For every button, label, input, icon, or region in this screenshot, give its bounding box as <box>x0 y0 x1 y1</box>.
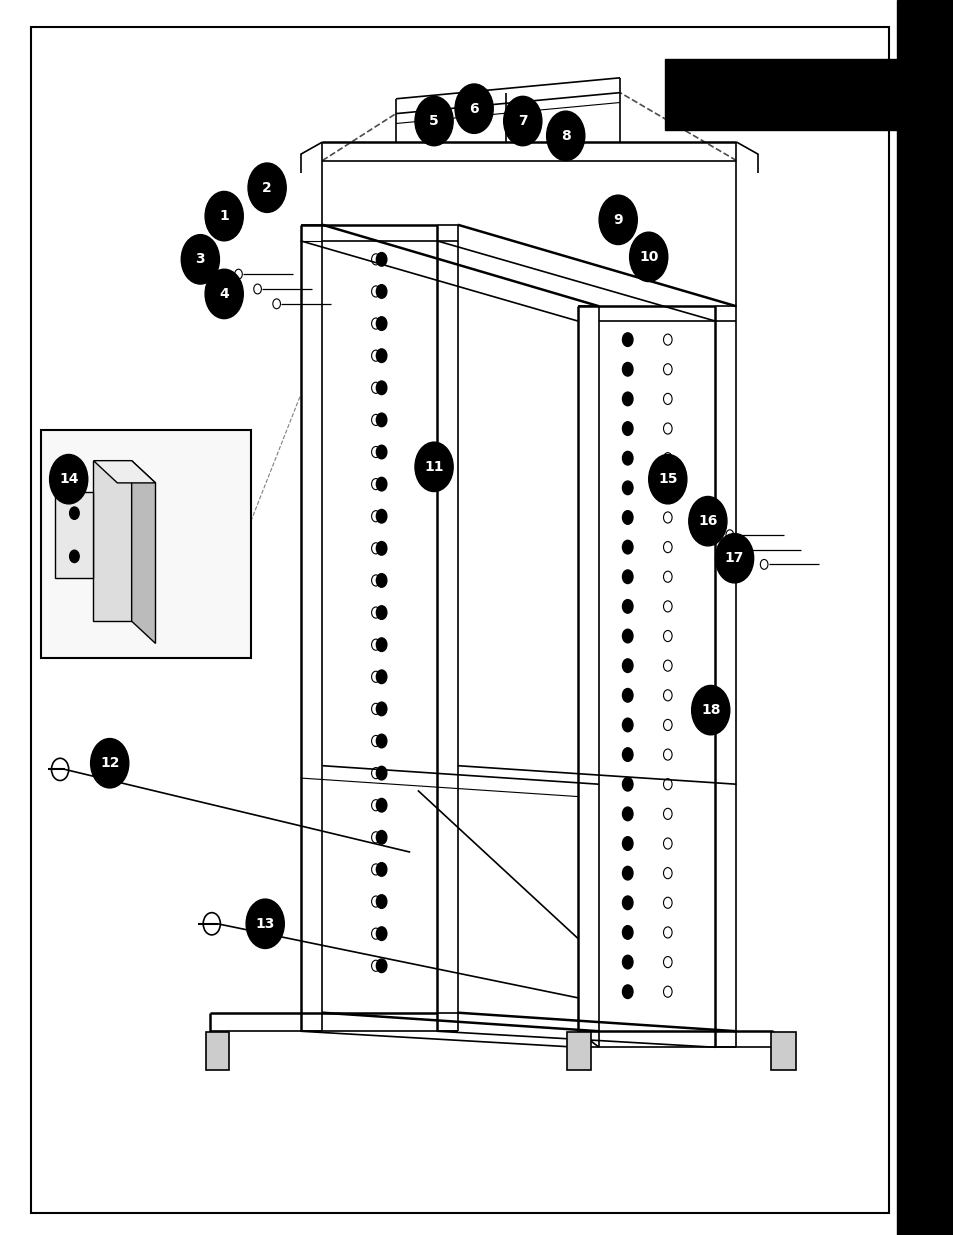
Circle shape <box>622 778 633 792</box>
Circle shape <box>622 837 633 851</box>
Text: 15: 15 <box>658 472 677 487</box>
Circle shape <box>715 534 753 583</box>
Circle shape <box>375 799 387 813</box>
Text: 18: 18 <box>700 703 720 718</box>
Bar <box>770 1032 795 1070</box>
Circle shape <box>622 956 633 969</box>
Circle shape <box>375 830 387 845</box>
Circle shape <box>622 332 633 347</box>
Text: 11: 11 <box>424 459 443 474</box>
Circle shape <box>205 269 243 319</box>
Circle shape <box>375 894 387 909</box>
Circle shape <box>622 659 633 673</box>
Circle shape <box>622 363 633 377</box>
Bar <box>664 59 896 130</box>
Circle shape <box>375 252 387 267</box>
Circle shape <box>375 285 387 299</box>
Circle shape <box>622 747 633 761</box>
Circle shape <box>415 442 453 492</box>
Circle shape <box>622 986 633 998</box>
Text: 14: 14 <box>59 472 78 487</box>
Bar <box>93 461 132 621</box>
Circle shape <box>375 509 387 524</box>
Text: 13: 13 <box>255 916 274 931</box>
Circle shape <box>598 195 637 245</box>
Circle shape <box>648 454 686 504</box>
Circle shape <box>375 734 387 748</box>
Text: 9: 9 <box>613 212 622 227</box>
Circle shape <box>622 600 633 614</box>
Circle shape <box>375 541 387 556</box>
Polygon shape <box>132 461 155 643</box>
Circle shape <box>503 96 541 146</box>
Circle shape <box>248 163 286 212</box>
Circle shape <box>622 689 633 701</box>
Circle shape <box>375 638 387 652</box>
Circle shape <box>546 111 584 161</box>
Text: 1: 1 <box>219 209 229 224</box>
Circle shape <box>622 867 633 881</box>
Circle shape <box>375 477 387 492</box>
Text: 5: 5 <box>429 114 438 128</box>
Circle shape <box>691 685 729 735</box>
Text: 7: 7 <box>517 114 527 128</box>
Circle shape <box>622 571 633 584</box>
Circle shape <box>375 958 387 973</box>
Circle shape <box>622 393 633 405</box>
Text: 6: 6 <box>469 101 478 116</box>
Circle shape <box>375 446 387 459</box>
Bar <box>566 1032 591 1070</box>
Text: 3: 3 <box>195 252 205 267</box>
Text: 16: 16 <box>698 514 717 529</box>
Circle shape <box>415 96 453 146</box>
Circle shape <box>622 718 633 731</box>
Circle shape <box>622 451 633 464</box>
Circle shape <box>375 380 387 395</box>
Circle shape <box>375 605 387 620</box>
Circle shape <box>375 669 387 683</box>
Circle shape <box>50 454 88 504</box>
Circle shape <box>622 511 633 525</box>
Circle shape <box>622 630 633 642</box>
Circle shape <box>622 482 633 495</box>
Text: 12: 12 <box>100 756 119 771</box>
Polygon shape <box>93 461 155 483</box>
Bar <box>41 430 251 658</box>
Circle shape <box>375 412 387 427</box>
Circle shape <box>375 766 387 781</box>
Circle shape <box>622 422 633 436</box>
Circle shape <box>181 235 219 284</box>
Text: 2: 2 <box>262 180 272 195</box>
Bar <box>896 0 953 1235</box>
Circle shape <box>375 701 387 716</box>
Text: 4: 4 <box>219 287 229 301</box>
Circle shape <box>629 232 667 282</box>
Circle shape <box>688 496 726 546</box>
Circle shape <box>246 899 284 948</box>
Text: 10: 10 <box>639 249 658 264</box>
Circle shape <box>622 926 633 940</box>
Text: 17: 17 <box>724 551 743 566</box>
Circle shape <box>70 506 79 519</box>
Circle shape <box>455 84 493 133</box>
Circle shape <box>91 739 129 788</box>
Bar <box>55 492 93 578</box>
Circle shape <box>375 350 387 363</box>
Circle shape <box>70 550 79 562</box>
Circle shape <box>375 573 387 588</box>
Bar <box>206 1032 229 1070</box>
Circle shape <box>622 897 633 910</box>
Circle shape <box>375 862 387 877</box>
Circle shape <box>375 317 387 331</box>
Text: 8: 8 <box>560 128 570 143</box>
Circle shape <box>375 926 387 940</box>
Circle shape <box>622 541 633 553</box>
Circle shape <box>622 808 633 821</box>
Circle shape <box>205 191 243 241</box>
